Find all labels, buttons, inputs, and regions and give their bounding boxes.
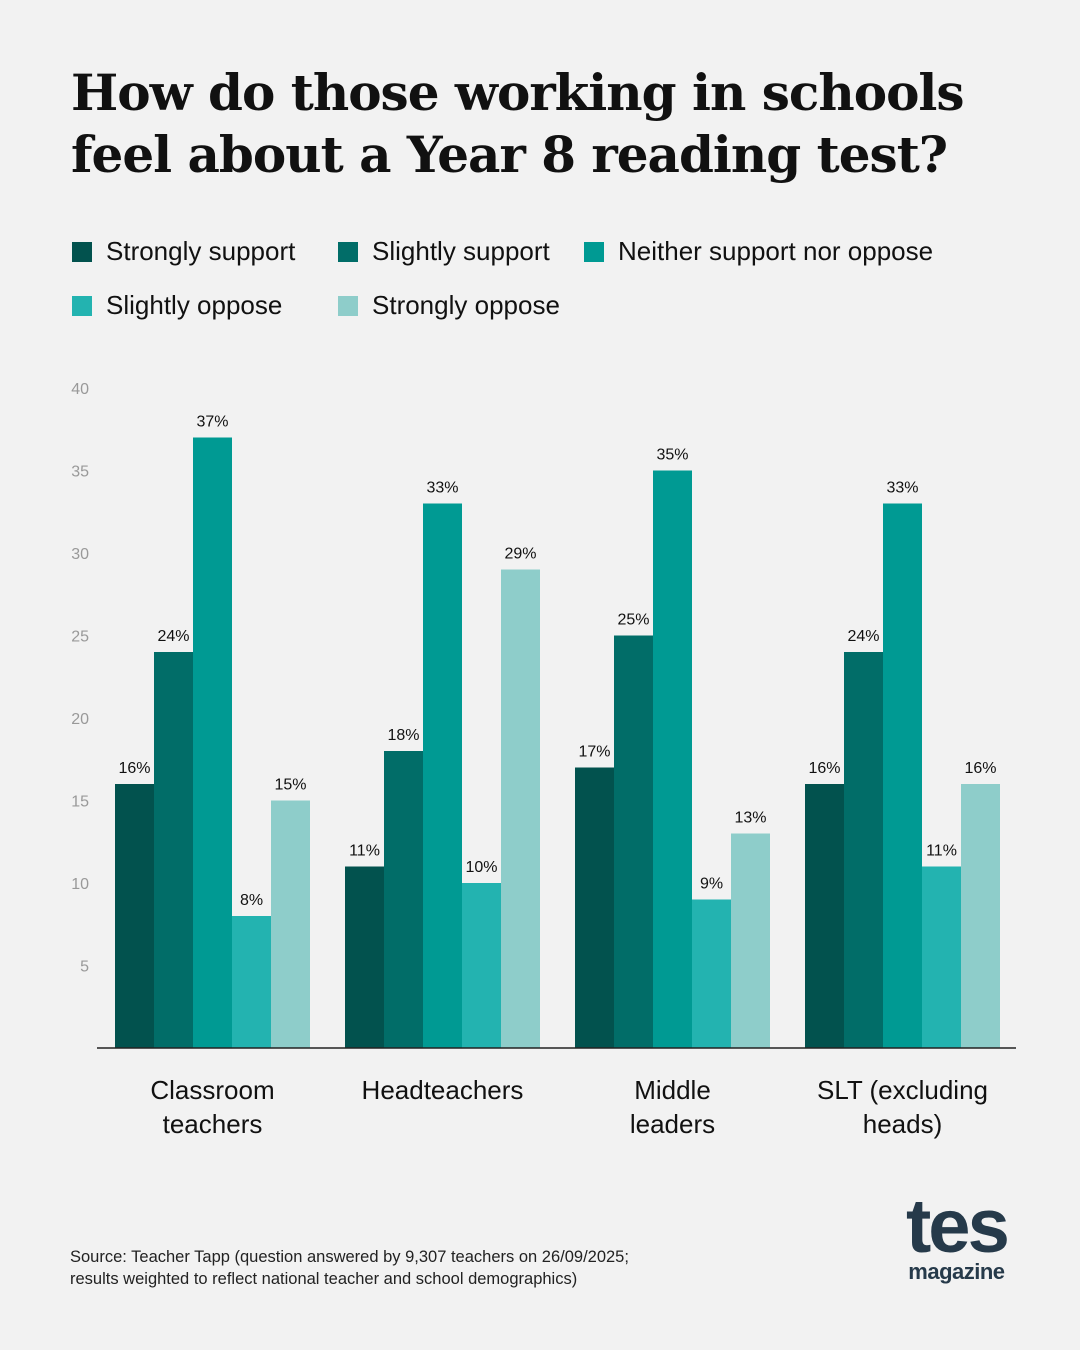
- bar: [692, 899, 731, 1048]
- bar: [271, 800, 310, 1048]
- x-tick-label: Middle: [634, 1075, 711, 1105]
- bar: [805, 784, 844, 1048]
- bar: [883, 503, 922, 1048]
- x-tick-label: leaders: [630, 1109, 715, 1139]
- bar: [922, 866, 961, 1048]
- bar: [232, 916, 271, 1048]
- legend-swatch: [338, 295, 358, 316]
- legend-label: Neither support nor oppose: [618, 236, 934, 266]
- data-label: 17%: [578, 744, 610, 761]
- bar: [154, 652, 193, 1048]
- data-label: 9%: [700, 876, 723, 893]
- legend-item: Slightly oppose: [72, 290, 282, 321]
- bar: [614, 635, 653, 1048]
- legend-item: Strongly oppose: [338, 290, 560, 321]
- x-tick-label: teachers: [163, 1109, 263, 1139]
- bar: [115, 784, 154, 1048]
- data-label: 8%: [240, 892, 263, 909]
- legend-swatch: [72, 295, 92, 316]
- x-tick-label: Classroom: [150, 1075, 274, 1105]
- bar: [961, 784, 1000, 1048]
- data-label: 33%: [426, 480, 458, 497]
- source-line-2: results weighted to reflect national tea…: [70, 1270, 578, 1288]
- legend-label: Slightly oppose: [106, 290, 283, 320]
- source-line-1: Source: Teacher Tapp (question answered …: [70, 1248, 629, 1266]
- bar: [193, 437, 232, 1048]
- data-label: 35%: [656, 447, 688, 464]
- legend-item: Strongly support: [72, 236, 295, 267]
- legend-label: Slightly support: [372, 236, 550, 266]
- data-label: 25%: [617, 612, 649, 629]
- y-tick-label: 30: [71, 546, 89, 563]
- bar: [731, 833, 770, 1048]
- source-note: Source: Teacher Tapp (question answered …: [70, 1246, 629, 1290]
- tes-logo: tes magazine: [906, 1184, 1010, 1284]
- y-tick-label: 5: [80, 959, 89, 976]
- bar: [575, 767, 614, 1048]
- bar: [423, 503, 462, 1048]
- data-label: 16%: [808, 760, 840, 777]
- data-label: 16%: [964, 760, 996, 777]
- bar: [384, 751, 423, 1048]
- data-label: 11%: [926, 843, 957, 860]
- x-tick-label: heads): [863, 1109, 943, 1139]
- data-label: 15%: [274, 777, 306, 794]
- legend-item: Slightly support: [338, 236, 550, 267]
- bar: [462, 883, 501, 1048]
- y-tick-label: 25: [71, 629, 89, 646]
- data-label: 18%: [387, 727, 419, 744]
- legend-label: Strongly oppose: [372, 290, 560, 320]
- bar-chart: 5 10 15 20 25 30 35 40 16% 24% 37% 8% 15% Classroom te…: [71, 381, 1016, 1139]
- y-tick-label: 35: [71, 464, 89, 481]
- bar: [345, 866, 384, 1048]
- y-tick-label: 40: [71, 381, 89, 398]
- data-label: 13%: [734, 810, 766, 827]
- legend-swatch: [584, 241, 604, 262]
- legend-label: Strongly support: [106, 236, 296, 266]
- logo-sub: magazine: [908, 1259, 1005, 1284]
- data-label: 24%: [847, 628, 879, 645]
- data-label: 24%: [157, 628, 189, 645]
- y-tick-label: 20: [71, 711, 89, 728]
- data-label: 10%: [465, 859, 497, 876]
- bar: [501, 569, 540, 1048]
- logo-brand: tes: [906, 1184, 1010, 1269]
- data-label: 37%: [196, 414, 228, 431]
- chart-title: How do those working in schools feel abo…: [71, 63, 965, 184]
- bar: [844, 652, 883, 1048]
- y-tick-label: 15: [71, 794, 89, 811]
- x-tick-label: Headteachers: [362, 1075, 524, 1105]
- data-label: 29%: [504, 546, 536, 563]
- y-tick-label: 10: [71, 876, 89, 893]
- legend-swatch: [338, 241, 358, 262]
- data-label: 33%: [886, 480, 918, 497]
- bar: [653, 470, 692, 1048]
- legend-swatch: [72, 241, 92, 262]
- legend-item: Neither support nor oppose: [584, 236, 933, 267]
- data-label: 16%: [118, 760, 150, 777]
- x-tick-label: SLT (excluding: [817, 1075, 988, 1105]
- data-label: 11%: [349, 843, 380, 860]
